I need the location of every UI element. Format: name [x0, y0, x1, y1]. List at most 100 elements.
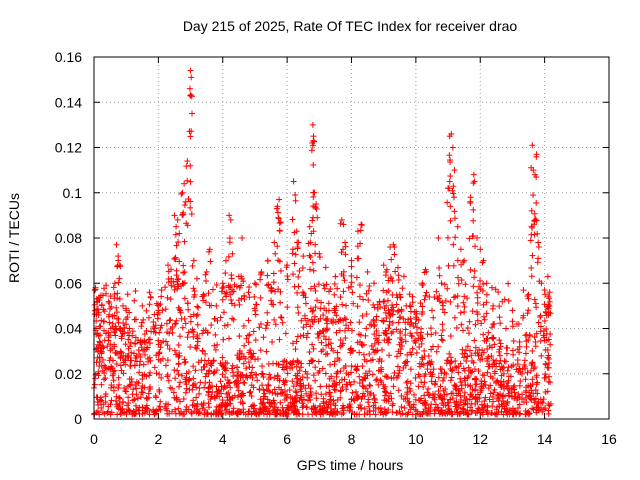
- data-point: [313, 410, 320, 417]
- data-point: [383, 389, 390, 396]
- data-point: [171, 320, 178, 327]
- data-point: [459, 405, 466, 412]
- data-point: [233, 364, 240, 371]
- data-point: [516, 365, 523, 372]
- data-point: [379, 346, 386, 353]
- data-point: [541, 374, 548, 381]
- data-point: [175, 304, 182, 311]
- data-point: [389, 328, 396, 335]
- data-point: [248, 369, 255, 376]
- data-point: [197, 379, 204, 386]
- data-point: [461, 401, 468, 408]
- data-point: [517, 410, 524, 417]
- data-point: [496, 360, 503, 367]
- data-point: [366, 411, 373, 418]
- data-point: [217, 378, 224, 385]
- data-point: [445, 405, 452, 412]
- data-point: [196, 390, 203, 397]
- data-point: [230, 405, 237, 412]
- data-point: [409, 293, 416, 300]
- y-tick-label: 0.08: [55, 230, 82, 246]
- data-point: [420, 383, 427, 390]
- data-point: [126, 332, 133, 339]
- data-point: [247, 372, 254, 379]
- data-point: [129, 410, 136, 417]
- data-point: [347, 319, 354, 326]
- data-point: [258, 400, 265, 407]
- data-point: [250, 350, 257, 357]
- data-point: [260, 395, 267, 402]
- data-point: [394, 264, 401, 271]
- data-point: [237, 374, 244, 381]
- data-point: [248, 393, 255, 400]
- data-point: [475, 368, 482, 375]
- data-point: [265, 382, 272, 389]
- data-point: [174, 367, 181, 374]
- data-point: [176, 379, 183, 386]
- data-point: [367, 357, 374, 364]
- data-point: [504, 398, 511, 405]
- data-point: [494, 377, 501, 384]
- data-point: [497, 381, 504, 388]
- data-point: [223, 390, 230, 397]
- data-point: [339, 383, 346, 390]
- data-point: [430, 366, 437, 373]
- data-point: [475, 405, 482, 412]
- data-point: [125, 394, 132, 401]
- data-point: [170, 389, 177, 396]
- data-point: [242, 374, 249, 381]
- data-point: [457, 379, 464, 386]
- data-point: [259, 382, 266, 389]
- data-point: [162, 306, 169, 313]
- data-point: [382, 309, 389, 316]
- data-point: [400, 396, 407, 403]
- data-point: [334, 355, 341, 362]
- data-point: [176, 383, 183, 390]
- data-point: [435, 388, 442, 395]
- data-point: [247, 388, 254, 395]
- data-point: [327, 393, 334, 400]
- data-point: [300, 382, 307, 389]
- data-point: [382, 373, 389, 380]
- data-point: [515, 405, 522, 412]
- data-point: [453, 392, 460, 399]
- data-point: [501, 405, 508, 412]
- data-point: [95, 372, 102, 379]
- data-point: [296, 367, 303, 374]
- data-point: [229, 362, 236, 369]
- data-point: [275, 384, 282, 391]
- data-point: [529, 405, 536, 412]
- data-point: [449, 366, 456, 373]
- data-point: [171, 347, 178, 354]
- x-tick-label: 2: [154, 431, 162, 447]
- data-point: [393, 409, 400, 416]
- data-point: [501, 358, 508, 365]
- data-point: [282, 377, 289, 384]
- data-point: [117, 362, 124, 369]
- data-point: [300, 402, 307, 409]
- data-point: [319, 365, 326, 372]
- data-point: [108, 397, 115, 404]
- data-point: [421, 373, 428, 380]
- data-point: [534, 379, 541, 386]
- data-point: [137, 394, 144, 401]
- data-point: [306, 393, 313, 400]
- data-point: [270, 397, 277, 404]
- data-point: [356, 380, 363, 387]
- data-point: [477, 356, 484, 363]
- data-point: [328, 345, 335, 352]
- data-point: [99, 367, 106, 374]
- data-point: [236, 408, 243, 415]
- y-tick-label: 0.16: [55, 49, 82, 65]
- data-point: [377, 377, 384, 384]
- data-point: [114, 411, 121, 418]
- data-point: [119, 405, 126, 412]
- data-point: [391, 369, 398, 376]
- data-point: [181, 295, 188, 302]
- data-point: [411, 391, 418, 398]
- data-point: [164, 357, 171, 364]
- x-tick-label: 8: [348, 431, 356, 447]
- data-point: [457, 410, 464, 417]
- data-point: [467, 404, 474, 411]
- data-point: [400, 273, 407, 280]
